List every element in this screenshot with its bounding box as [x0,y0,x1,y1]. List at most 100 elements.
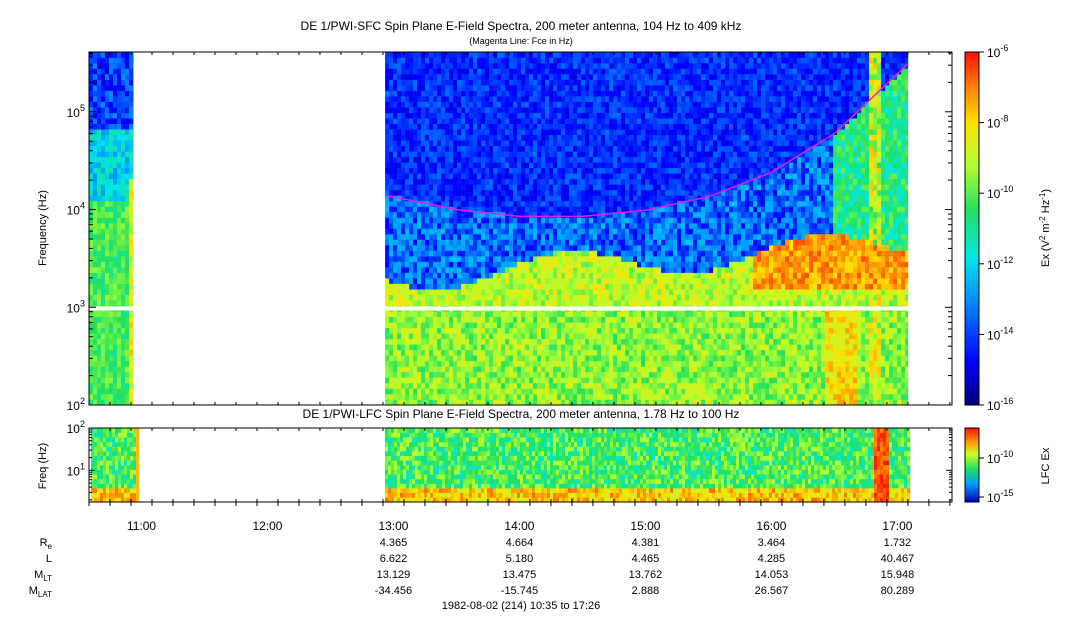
sfc-cell [585,360,590,367]
sfc-cell [537,90,542,97]
sfc-cell [613,300,618,306]
sfc-cell [525,223,530,229]
sfc-cell [505,228,510,235]
sfc-cell [601,112,606,119]
sfc-cell [541,195,546,202]
sfc-cell [533,74,538,80]
sfc-cell [109,294,114,301]
sfc-cell [597,101,602,108]
sfc-cell [441,112,446,119]
sfc-cell [581,79,586,86]
sfc-cell [469,200,474,207]
sfc-cell [97,184,102,191]
sfc-cell [501,377,506,384]
sfc-cell [433,399,438,406]
sfc-cell [457,189,462,196]
sfc-cell [605,118,610,124]
sfc-cell [469,267,474,273]
sfc-cell [485,184,490,191]
sfc-cell [437,394,442,400]
sfc-cell [537,206,542,213]
sfc-cell [473,366,478,373]
sfc-cell [117,57,122,64]
sfc-cell [553,79,558,86]
sfc-cell [413,195,418,202]
sfc-cell [113,101,118,108]
sfc-cell [581,90,586,97]
sfc-cell [565,283,570,290]
sfc-cell [585,338,590,345]
sfc-cell [413,200,418,207]
sfc-cell [113,377,118,384]
sfc-cell [437,289,442,295]
sfc-cell [125,234,130,240]
sfc-cell [469,278,474,284]
sfc-cell [601,344,606,351]
sfc-cell [597,333,602,340]
sfc-cell [493,394,498,400]
sfc-cell [561,366,566,373]
sfc-cell [609,267,614,273]
sfc-cell [481,140,486,147]
sfc-cell [405,300,410,306]
sfc-cell [113,189,118,196]
sfc-cell [401,399,406,406]
sfc-cell [129,394,134,400]
sfc-cell [417,74,422,80]
sfc-cell [469,57,474,64]
sfc-cell [633,96,638,102]
sfc-cell [437,123,442,130]
sfc-cell [105,79,110,86]
sfc-cell [121,388,126,395]
sfc-cell [485,388,490,395]
sfc-cell [537,178,542,185]
sfc-cell [117,360,122,367]
sfc-cell [601,184,606,191]
sfc-cell [105,140,110,147]
sfc-cell [553,333,558,340]
sfc-cell [505,394,510,400]
sfc-cell [409,316,414,323]
sfc-cell [473,79,478,86]
sfc-cell [541,151,546,158]
sfc-cell [589,63,594,69]
sfc-cell [549,234,554,240]
sfc-cell [413,283,418,290]
sfc-cell [625,167,630,174]
sfc-cell [101,63,106,69]
sfc-cell [505,90,510,97]
sfc-cell [533,267,538,273]
sfc-cell [617,388,622,395]
sfc-cell [597,289,602,295]
sfc-cell [441,90,446,97]
sfc-cell [641,355,646,362]
sfc-cell [409,311,414,317]
sfc-cell [549,327,554,334]
sfc-cell [445,377,450,384]
sfc-cell [585,322,590,329]
sfc-cell [513,129,518,135]
sfc-cell [513,57,518,64]
sfc-cell [449,349,454,356]
sfc-cell [129,377,134,384]
sfc-cell [125,261,130,268]
sfc-cell [517,250,522,257]
sfc-cell [585,123,590,130]
sfc-cell [569,212,574,218]
sfc-cell [473,85,478,91]
sfc-cell [505,382,510,389]
sfc-cell [521,360,526,367]
sfc-cell [117,289,122,295]
sfc-cell [113,107,118,113]
sfc-cell [605,134,610,141]
sfc-cell [401,245,406,251]
sfc-cell [641,206,646,213]
sfc-cell [481,151,486,158]
sfc-cell [125,300,130,306]
sfc-cell [545,394,550,400]
sfc-cell [93,344,98,351]
sfc-cell [473,129,478,135]
sfc-cell [385,112,390,119]
sfc-cell [517,178,522,185]
sfc-cell [397,239,402,246]
